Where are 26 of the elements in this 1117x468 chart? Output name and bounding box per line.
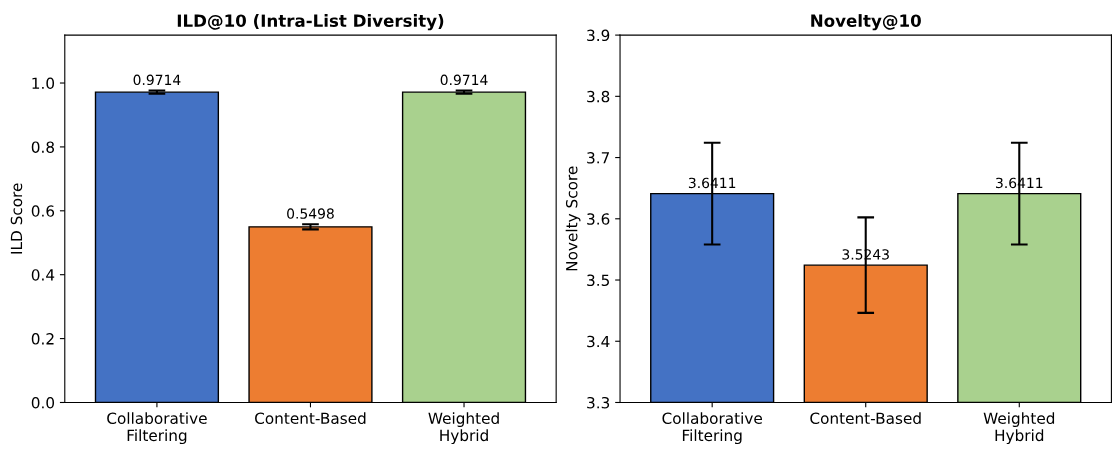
y-tick-label: 0.0 (31, 396, 55, 409)
y-tick-label: 0.8 (31, 141, 55, 153)
y-axis-title: Novelty Score (565, 166, 581, 271)
data-label: 0.9714 (133, 74, 181, 86)
chart-title: Novelty@10 (811, 14, 921, 31)
data-label: 0.9714 (440, 74, 488, 86)
x-tick-label: Weighted Hybrid (983, 412, 1055, 445)
x-tick-label: Collaborative Filtering (107, 412, 207, 445)
y-tick-label: 3.7 (587, 152, 610, 164)
y-tick-label: 3.6 (587, 213, 610, 225)
y-tick-label: 3.8 (587, 90, 610, 103)
x-tick-label: Content-Based (255, 412, 366, 425)
x-tick-label: Weighted Hybrid (428, 412, 499, 445)
y-tick-label: 3.4 (587, 335, 610, 348)
chart-title: ILD@10 (Intra-List Diversity) (177, 14, 444, 31)
data-label: 0.5498 (287, 208, 334, 219)
x-tick-label: Collaborative Filtering (662, 412, 762, 445)
y-tick-label: 0.6 (31, 205, 55, 217)
y-tick-label: 3.9 (587, 29, 610, 42)
y-tick-label: 3.5 (587, 274, 609, 287)
x-tick-label: Content-Based (810, 412, 921, 425)
y-axis-title: ILD Score (10, 183, 23, 254)
y-tick-label: 0.4 (31, 269, 55, 281)
y-tick-label: 3.3 (587, 396, 610, 409)
y-tick-label: 1.0 (32, 77, 55, 90)
y-tick-label: 0.2 (31, 333, 54, 345)
